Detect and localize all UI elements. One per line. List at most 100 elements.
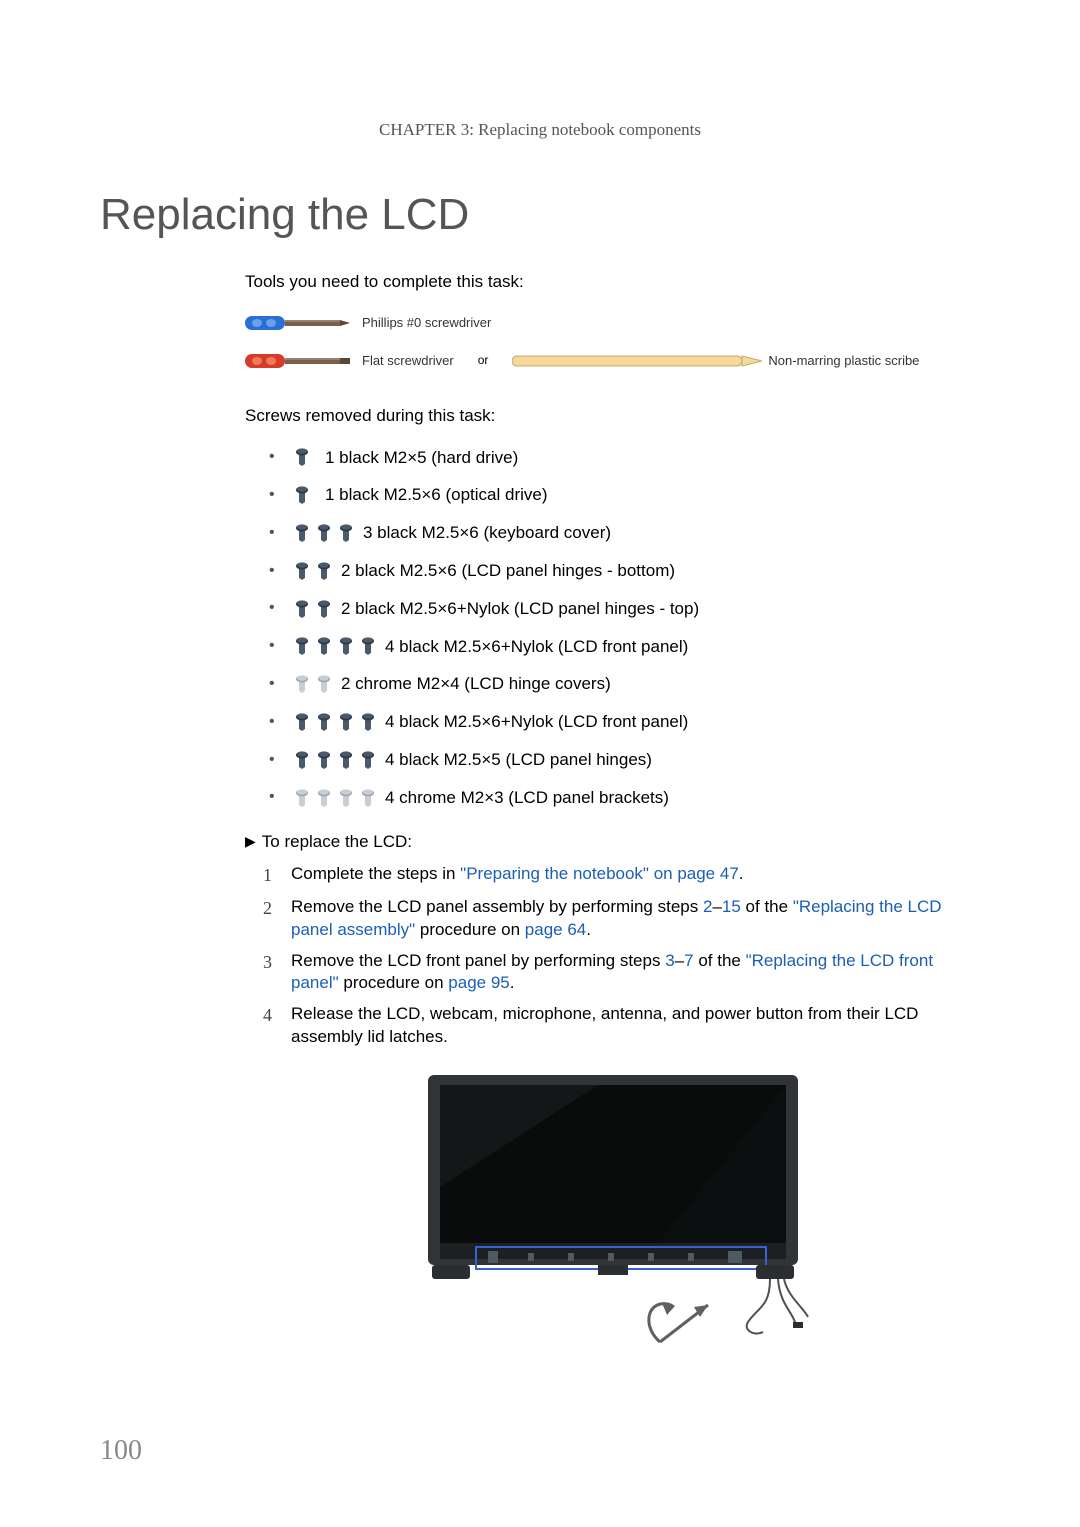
screw-text: 1 black M2.5×6 (optical drive) [325, 483, 548, 507]
screw-black-icon [295, 751, 309, 769]
screw-chrome-icon [339, 789, 353, 807]
page-number: 100 [100, 1435, 142, 1467]
cross-reference-link[interactable]: "Preparing the notebook" on page 47 [460, 864, 739, 883]
procedure-heading: ▶ To replace the LCD: [245, 830, 980, 854]
phillips-label: Phillips #0 screwdriver [362, 314, 491, 332]
flat-screwdriver-icon [245, 346, 350, 376]
step-item: 1Complete the steps in "Preparing the no… [263, 863, 980, 887]
plastic-scribe-icon [512, 348, 762, 374]
step-text-fragment: of the [741, 897, 793, 916]
step-text-fragment: procedure on [415, 920, 525, 939]
bullet-icon: • [269, 560, 295, 582]
screw-text: 4 black M2.5×6+Nylok (LCD front panel) [385, 635, 688, 659]
or-word: or [478, 352, 489, 369]
bullet-icon: • [269, 711, 295, 733]
step-text-fragment: Release the LCD, webcam, microphone, ant… [291, 1004, 918, 1046]
cross-reference-link[interactable]: 15 [722, 897, 741, 916]
bullet-icon: • [269, 484, 295, 506]
step-text: Complete the steps in "Preparing the not… [291, 863, 980, 887]
step-number: 2 [263, 896, 291, 942]
screw-black-icon [317, 713, 331, 731]
screw-item: • 4 black M2.5×5 (LCD panel hinges) [269, 748, 980, 772]
phillips-screwdriver-icon [245, 308, 350, 338]
screw-text: 2 chrome M2×4 (LCD hinge covers) [341, 672, 611, 696]
screw-icons [295, 600, 331, 618]
screw-text: 4 black M2.5×5 (LCD panel hinges) [385, 748, 652, 772]
step-number: 1 [263, 863, 291, 887]
page: CHAPTER 3: Replacing notebook components… [0, 0, 1080, 1527]
screws-intro: Screws removed during this task: [245, 404, 980, 428]
screw-chrome-icon [295, 675, 309, 693]
screw-icons [295, 486, 315, 504]
screw-black-icon [295, 713, 309, 731]
screw-icons [295, 637, 375, 655]
screw-item: • 4 black M2.5×6+Nylok (LCD front panel) [269, 635, 980, 659]
screw-chrome-icon [317, 675, 331, 693]
screw-black-icon [295, 600, 309, 618]
steps-list: 1Complete the steps in "Preparing the no… [263, 863, 980, 1049]
step-text-fragment: Remove the LCD front panel by performing… [291, 951, 665, 970]
screw-chrome-icon [317, 789, 331, 807]
screw-icons [295, 562, 331, 580]
bullet-icon: • [269, 635, 295, 657]
screw-item: • 4 chrome M2×3 (LCD panel brackets) [269, 786, 980, 810]
screw-black-icon [339, 751, 353, 769]
cross-reference-link[interactable]: 3 [665, 951, 674, 970]
triangle-icon: ▶ [245, 832, 256, 852]
screw-black-icon [339, 637, 353, 655]
step-item: 2Remove the LCD panel assembly by perfor… [263, 896, 980, 942]
screw-icons [295, 713, 375, 731]
screw-icons [295, 448, 315, 466]
screw-text: 1 black M2×5 (hard drive) [325, 446, 518, 470]
bullet-icon: • [269, 522, 295, 544]
screw-item: • 2 chrome M2×4 (LCD hinge covers) [269, 672, 980, 696]
tool-row-flat: Flat screwdriver or Non-marring plastic … [245, 346, 980, 376]
screw-item: • 2 black M2.5×6 (LCD panel hinges - bot… [269, 559, 980, 583]
step-text-fragment: . [586, 920, 591, 939]
screw-black-icon [317, 524, 331, 542]
cross-reference-link[interactable]: page 95 [448, 973, 509, 992]
cross-reference-link[interactable]: page 64 [525, 920, 586, 939]
screw-black-icon [361, 713, 375, 731]
screw-black-icon [295, 524, 309, 542]
step-number: 4 [263, 1003, 291, 1049]
step-text-fragment: of the [694, 951, 746, 970]
step-text-fragment: – [712, 897, 721, 916]
lcd-assembly-figure [398, 1067, 828, 1367]
tool-row-phillips: Phillips #0 screwdriver [245, 308, 980, 338]
screw-item: • 1 black M2.5×6 (optical drive) [269, 483, 980, 507]
step-text-fragment: Remove the LCD panel assembly by perform… [291, 897, 703, 916]
scribe-label: Non-marring plastic scribe [768, 352, 919, 370]
screw-chrome-icon [361, 789, 375, 807]
step-item: 4Release the LCD, webcam, microphone, an… [263, 1003, 980, 1049]
screw-item: • 3 black M2.5×6 (keyboard cover) [269, 521, 980, 545]
step-text: Release the LCD, webcam, microphone, ant… [291, 1003, 980, 1049]
screw-chrome-icon [295, 789, 309, 807]
step-text: Remove the LCD panel assembly by perform… [291, 896, 980, 942]
step-text-fragment: . [510, 973, 515, 992]
screw-item: • 4 black M2.5×6+Nylok (LCD front panel) [269, 710, 980, 734]
content-body: Tools you need to complete this task: Ph… [245, 270, 980, 1367]
page-title: Replacing the LCD [100, 190, 980, 240]
step-number: 3 [263, 950, 291, 996]
cross-reference-link[interactable]: 7 [684, 951, 693, 970]
tools-intro: Tools you need to complete this task: [245, 270, 980, 294]
screw-icons [295, 789, 375, 807]
screw-text: 2 black M2.5×6 (LCD panel hinges - botto… [341, 559, 675, 583]
procedure-title: To replace the LCD: [262, 830, 412, 854]
step-text-fragment: procedure on [339, 973, 449, 992]
screw-icons [295, 524, 353, 542]
screw-black-icon [317, 751, 331, 769]
screw-item: • 1 black M2×5 (hard drive) [269, 446, 980, 470]
step-item: 3Remove the LCD front panel by performin… [263, 950, 980, 996]
screw-black-icon [361, 637, 375, 655]
screw-text: 4 chrome M2×3 (LCD panel brackets) [385, 786, 669, 810]
screw-black-icon [317, 562, 331, 580]
screw-black-icon [317, 637, 331, 655]
bullet-icon: • [269, 749, 295, 771]
bullet-icon: • [269, 597, 295, 619]
screw-text: 2 black M2.5×6+Nylok (LCD panel hinges -… [341, 597, 699, 621]
chapter-header: CHAPTER 3: Replacing notebook components [100, 120, 980, 140]
screw-text: 4 black M2.5×6+Nylok (LCD front panel) [385, 710, 688, 734]
screw-black-icon [295, 448, 309, 466]
